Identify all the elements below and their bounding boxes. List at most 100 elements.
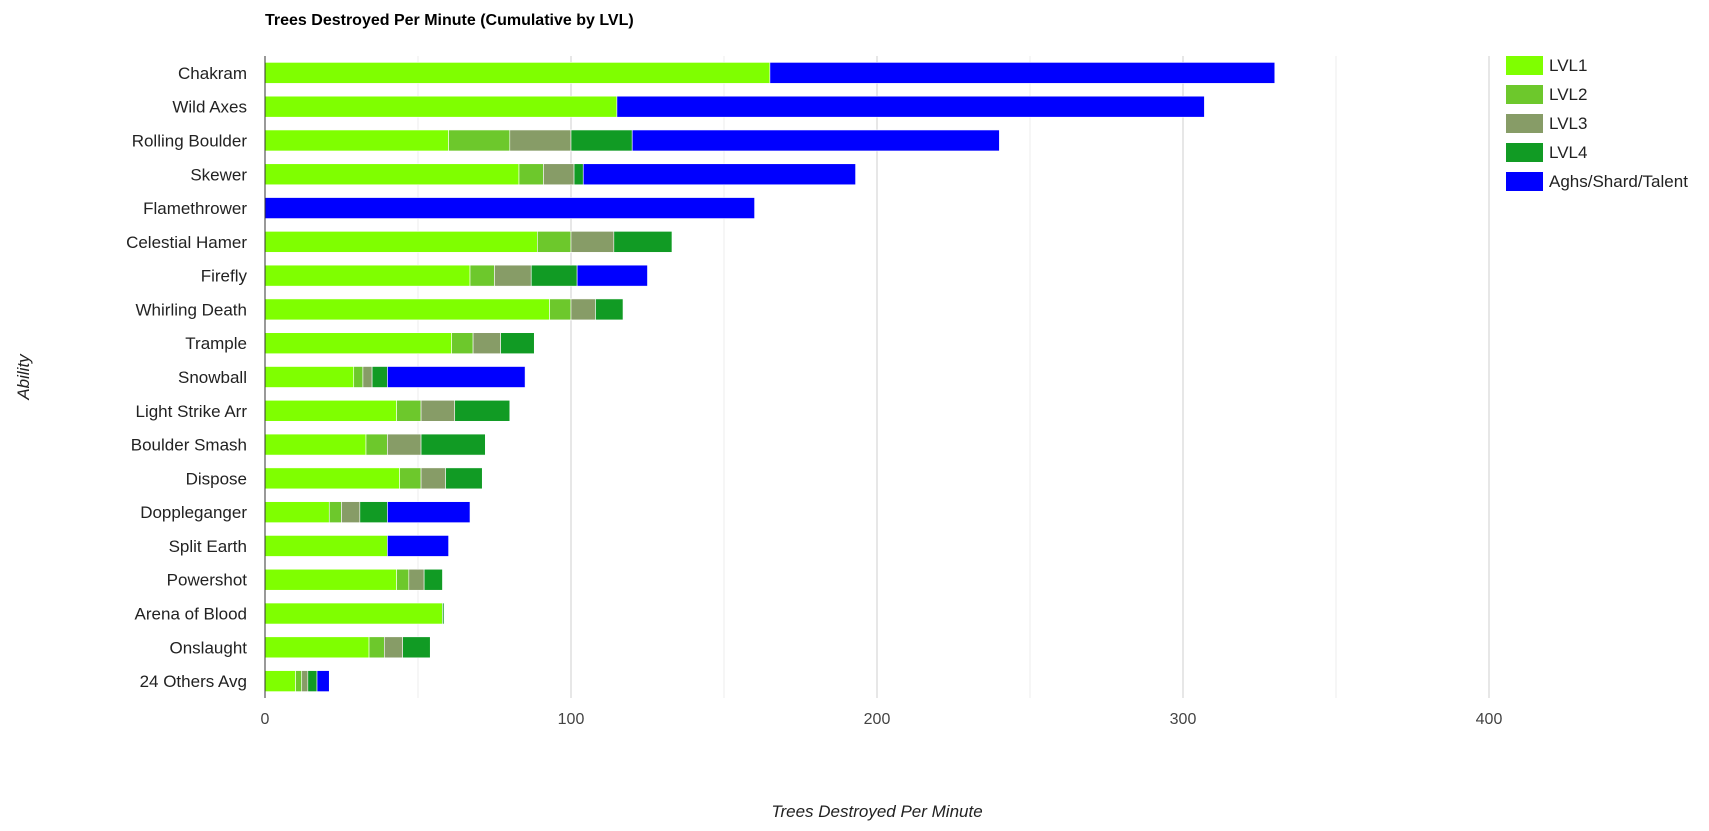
bars [264, 62, 1276, 692]
category-label-24-others-avg: 24 Others Avg [140, 672, 247, 691]
bar-rolling-boulder-lvl3 [509, 129, 572, 152]
category-label-snowball: Snowball [178, 368, 247, 387]
category-label-light-strike-arr: Light Strike Arr [136, 402, 248, 421]
bar-light-strike-arr-lvl3 [420, 399, 456, 422]
bar-light-strike-arr-lvl4 [454, 399, 511, 422]
category-label-whirling-death: Whirling Death [136, 300, 248, 319]
x-axis-title: Trees Destroyed Per Minute [771, 802, 982, 821]
bar-onslaught-lvl3 [384, 636, 403, 659]
x-tick-400: 400 [1476, 711, 1503, 728]
category-label-dispose: Dispose [186, 469, 247, 488]
bar-boulder-smash-lvl4 [420, 433, 486, 456]
bar-doppleganger-aghs-shard-talent [387, 501, 471, 523]
x-tick-300: 300 [1170, 711, 1197, 728]
bar-light-strike-arr-lvl1 [264, 399, 397, 422]
legend-swatch-lvl4 [1506, 143, 1543, 162]
category-label-skewer: Skewer [190, 165, 247, 184]
bar-powershot-lvl3 [408, 568, 425, 591]
category-label-split-earth: Split Earth [169, 537, 247, 556]
chart-title: Trees Destroyed Per Minute (Cumulative b… [265, 12, 634, 29]
bar-trample-lvl2 [451, 332, 474, 355]
bar-snowball-lvl2 [353, 366, 364, 388]
bar-dispose-lvl3 [420, 467, 446, 490]
bar-skewer-lvl2 [518, 163, 544, 186]
bar-snowball-aghs-shard-talent [387, 366, 526, 388]
bar-split-earth-aghs-shard-talent [387, 535, 449, 557]
category-label-chakram: Chakram [178, 64, 247, 83]
bar-24-others-avg-lvl3 [301, 670, 309, 692]
bar-arena-of-blood-lvl4 [442, 602, 445, 625]
category-label-rolling-boulder: Rolling Boulder [132, 131, 248, 150]
bar-split-earth-lvl1 [264, 535, 388, 557]
bar-powershot-lvl1 [264, 568, 397, 591]
legend-swatch-aghs-shard-talent [1506, 172, 1543, 191]
legend-label-lvl2: LVL2 [1549, 85, 1587, 104]
y-axis-title: Ability [14, 353, 33, 401]
bar-snowball-lvl3 [362, 366, 373, 388]
bar-boulder-smash-lvl1 [264, 433, 367, 456]
legend: LVL1 LVL2 LVL3 LVL4 Aghs/Shard/Talent [1506, 56, 1688, 191]
bar-trample-lvl4 [500, 332, 535, 355]
bar-skewer-lvl4 [573, 163, 584, 186]
bar-24-others-avg-lvl1 [264, 670, 296, 692]
bar-celestial-hamer-lvl3 [570, 231, 615, 253]
bar-firefly-lvl3 [494, 264, 532, 287]
bar-rolling-boulder-aghs-shard-talent [631, 129, 1000, 152]
bar-whirling-death-lvl3 [570, 298, 596, 321]
category-label-powershot: Powershot [167, 571, 248, 590]
bar-rolling-boulder-lvl1 [264, 129, 449, 152]
bar-chakram-lvl1 [264, 62, 771, 84]
category-label-arena-of-blood: Arena of Blood [135, 605, 247, 624]
category-label-celestial-hamer: Celestial Hamer [126, 233, 247, 252]
bar-celestial-hamer-lvl4 [613, 231, 673, 253]
legend-label-lvl3: LVL3 [1549, 114, 1587, 133]
bar-trample-lvl1 [264, 332, 452, 355]
bar-wild-axes-lvl1 [264, 95, 618, 118]
bar-onslaught-lvl4 [402, 636, 431, 659]
bar-chakram-aghs-shard-talent [769, 62, 1276, 84]
bar-doppleganger-lvl1 [264, 501, 330, 523]
bar-onslaught-lvl1 [264, 636, 370, 659]
bar-whirling-death-lvl4 [595, 298, 624, 321]
bar-powershot-lvl4 [423, 568, 443, 591]
bar-firefly-lvl1 [264, 264, 471, 287]
category-label-trample: Trample [185, 334, 247, 353]
legend-label-aghs-shard-talent: Aghs/Shard/Talent [1549, 172, 1688, 191]
bar-skewer-aghs-shard-talent [582, 163, 856, 186]
bar-snowball-lvl4 [371, 366, 388, 388]
bar-firefly-lvl2 [469, 264, 495, 287]
x-tick-labels: 0 100 200 300 400 [261, 711, 1503, 728]
legend-swatch-lvl3 [1506, 114, 1543, 133]
bar-onslaught-lvl2 [368, 636, 385, 659]
bar-firefly-aghs-shard-talent [576, 264, 648, 287]
category-label-boulder-smash: Boulder Smash [131, 436, 247, 455]
bar-celestial-hamer-lvl2 [537, 231, 572, 253]
grid-lines [417, 56, 1490, 698]
category-label-onslaught: Onslaught [170, 638, 248, 657]
category-labels: Chakram Wild Axes Rolling Boulder Skewer Fla… [126, 64, 247, 691]
bar-boulder-smash-lvl2 [365, 433, 388, 456]
bar-trample-lvl3 [472, 332, 501, 355]
bar-doppleganger-lvl3 [341, 501, 361, 523]
x-tick-100: 100 [558, 711, 585, 728]
bar-arena-of-blood-lvl1 [264, 602, 443, 625]
bar-rolling-boulder-lvl4 [570, 129, 633, 152]
bar-dispose-lvl2 [399, 467, 422, 490]
bar-24-others-avg-aghs-shard-talent [316, 670, 330, 692]
category-label-flamethrower: Flamethrower [143, 199, 247, 218]
bar-wild-axes-aghs-shard-talent [616, 95, 1205, 118]
legend-label-lvl4: LVL4 [1549, 143, 1587, 162]
bar-dispose-lvl1 [264, 467, 400, 490]
bar-light-strike-arr-lvl2 [396, 399, 422, 422]
bar-rolling-boulder-lvl2 [448, 129, 511, 152]
bar-doppleganger-lvl4 [359, 501, 388, 523]
category-label-firefly: Firefly [201, 267, 248, 286]
bar-flamethrower-aghs-shard-talent [264, 197, 755, 219]
legend-label-lvl1: LVL1 [1549, 56, 1587, 75]
bar-24-others-avg-lvl2 [295, 670, 303, 692]
bar-whirling-death-lvl2 [549, 298, 572, 321]
bar-dispose-lvl4 [445, 467, 483, 490]
bar-boulder-smash-lvl3 [387, 433, 422, 456]
bar-doppleganger-lvl2 [328, 501, 342, 523]
